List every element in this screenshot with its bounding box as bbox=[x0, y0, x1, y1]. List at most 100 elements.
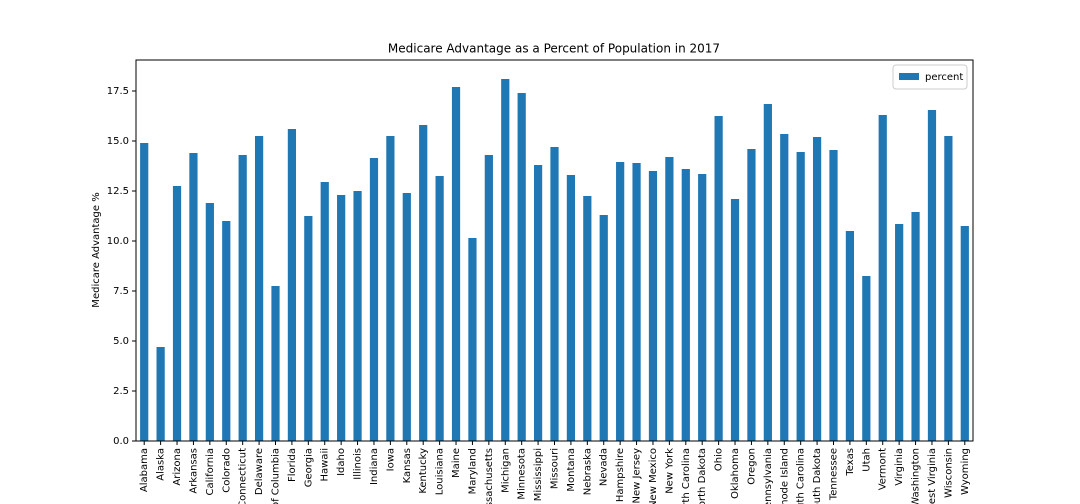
x-tick-label: New Jersey bbox=[632, 448, 643, 504]
x-tick-label: Oklahoma bbox=[730, 448, 741, 499]
bar bbox=[435, 176, 444, 441]
axes-frame bbox=[135, 59, 974, 442]
bar bbox=[419, 125, 428, 441]
x-tick-label: Michigan bbox=[500, 448, 511, 493]
bar bbox=[747, 149, 756, 441]
bar bbox=[501, 79, 510, 441]
x-tick-label: Illinois bbox=[353, 448, 364, 480]
bar bbox=[156, 347, 165, 441]
bar bbox=[451, 87, 461, 441]
x-tick-label: California bbox=[205, 448, 216, 496]
x-tick-label: Pennsylvania bbox=[763, 448, 774, 504]
bar bbox=[960, 226, 969, 441]
x-tick-label: Texas bbox=[845, 448, 856, 477]
x-tick-label: South Dakota bbox=[812, 448, 823, 504]
x-tick-label: Massachusetts bbox=[484, 448, 495, 504]
y-tick-label: 0.0 bbox=[113, 436, 129, 447]
bar bbox=[845, 231, 855, 441]
y-tick-label: 5.0 bbox=[113, 336, 129, 347]
bar bbox=[648, 171, 658, 441]
x-tick-label: Mississippi bbox=[533, 448, 544, 501]
x-tick-label: Kentucky bbox=[418, 448, 429, 494]
bar bbox=[763, 104, 772, 441]
x-tick-label: North Carolina bbox=[681, 448, 692, 504]
bar bbox=[517, 93, 526, 441]
x-tick-label: Alabama bbox=[139, 448, 150, 492]
y-tick-label: 7.5 bbox=[113, 286, 129, 297]
y-tick-label: 10.0 bbox=[107, 236, 129, 247]
x-tick-label: Arkansas bbox=[188, 448, 199, 494]
x-tick-label: Virginia bbox=[894, 448, 905, 486]
x-tick-label: Tennessee bbox=[829, 448, 840, 501]
bar bbox=[927, 110, 937, 441]
bar bbox=[895, 224, 904, 441]
bar bbox=[254, 136, 264, 441]
x-tick-label: Georgia bbox=[303, 448, 314, 487]
x-tick-label: Connecticut bbox=[238, 448, 249, 504]
x-tick-label: West Virginia bbox=[927, 448, 938, 504]
bar bbox=[550, 147, 559, 441]
bar bbox=[320, 182, 329, 441]
bar bbox=[681, 169, 690, 441]
x-tick-label: Colorado bbox=[221, 448, 232, 493]
bar bbox=[780, 134, 789, 441]
bar bbox=[812, 137, 822, 441]
x-tick-label: Minnesota bbox=[517, 448, 528, 500]
bar bbox=[533, 165, 543, 441]
x-tick-label: South Carolina bbox=[796, 448, 807, 504]
x-tick-label: New Mexico bbox=[648, 448, 659, 504]
bar bbox=[714, 116, 723, 441]
x-tick-label: Nevada bbox=[599, 448, 610, 486]
bar bbox=[205, 203, 214, 441]
x-tick-label: Rhode Island bbox=[779, 448, 790, 504]
x-tick-label: Washington bbox=[911, 448, 922, 504]
bar bbox=[271, 286, 280, 441]
x-tick-label: Alaska bbox=[156, 448, 167, 481]
x-tick-label: Wisconsin bbox=[943, 448, 954, 498]
bar bbox=[468, 238, 477, 441]
bar bbox=[583, 196, 592, 441]
bar bbox=[878, 115, 887, 441]
bar bbox=[402, 193, 411, 441]
bar bbox=[911, 212, 920, 441]
chart-title: Medicare Advantage as a Percent of Popul… bbox=[388, 42, 720, 56]
bar bbox=[616, 162, 625, 441]
bar bbox=[599, 215, 608, 441]
x-tick-label: Maryland bbox=[467, 448, 478, 494]
y-tick-label: 12.5 bbox=[107, 186, 129, 197]
y-tick-label: 17.5 bbox=[107, 86, 129, 97]
x-tick-label: Vermont bbox=[878, 448, 889, 490]
bar bbox=[632, 163, 641, 441]
x-tick-label: Louisiana bbox=[435, 448, 446, 495]
x-tick-label: Kansas bbox=[402, 448, 413, 483]
bar bbox=[287, 129, 297, 441]
bar bbox=[944, 136, 953, 441]
legend-swatch bbox=[899, 73, 919, 80]
bar bbox=[829, 150, 838, 441]
legend-label: percent bbox=[925, 72, 963, 83]
bar bbox=[353, 191, 362, 441]
y-tick-label: 15.0 bbox=[107, 136, 129, 147]
bar bbox=[730, 199, 740, 441]
x-tick-label: Nebraska bbox=[582, 448, 593, 495]
bar bbox=[862, 276, 871, 441]
bar bbox=[698, 174, 707, 441]
bar bbox=[172, 186, 182, 441]
x-tick-label: Wyoming bbox=[960, 448, 971, 495]
x-tick-label: Maine bbox=[451, 448, 462, 478]
x-tick-label: Idaho bbox=[336, 448, 347, 476]
bar bbox=[238, 155, 247, 441]
x-tick-label: Ohio bbox=[714, 448, 725, 471]
x-tick-label: Delaware bbox=[254, 448, 265, 495]
x-tick-label: North Dakota bbox=[697, 448, 708, 504]
bar bbox=[665, 157, 674, 441]
bar bbox=[484, 155, 493, 441]
bar bbox=[369, 158, 379, 441]
x-tick-label: Arizona bbox=[172, 448, 183, 486]
x-tick-label: Indiana bbox=[369, 448, 380, 485]
x-tick-label: New Hampshire bbox=[615, 448, 626, 504]
x-tick-label: Hawaii bbox=[320, 448, 331, 482]
bar bbox=[566, 175, 576, 441]
bar bbox=[386, 136, 395, 441]
